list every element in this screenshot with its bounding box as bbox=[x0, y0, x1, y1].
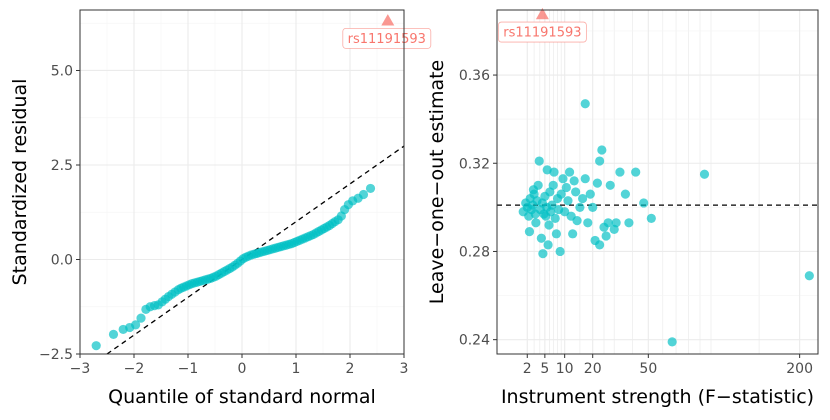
loo-point bbox=[572, 215, 582, 226]
loo-y-tick-label: 0.36 bbox=[459, 68, 490, 84]
loo-point bbox=[528, 185, 539, 195]
qq-annotation-label: rs11191593 bbox=[348, 32, 426, 47]
loo-point bbox=[639, 198, 649, 208]
loo-x-tick-label: 20 bbox=[584, 361, 602, 377]
loo-outlier-triangle bbox=[535, 7, 549, 20]
loo-point bbox=[605, 180, 615, 190]
loo-point bbox=[544, 220, 554, 230]
loo-point bbox=[578, 193, 588, 204]
loo-point bbox=[558, 174, 568, 184]
qq-point bbox=[136, 313, 146, 323]
qq-plot-annotations: rs11191593 bbox=[342, 27, 432, 49]
qq-point bbox=[108, 329, 119, 339]
qq-x-tick-label: −2 bbox=[124, 361, 145, 377]
loo-point bbox=[571, 187, 581, 197]
loo-point bbox=[580, 99, 590, 109]
loo-y-tick-label: 0.32 bbox=[459, 156, 490, 172]
qq-outlier-triangle bbox=[381, 14, 395, 26]
loo-x-tick-label: 200 bbox=[786, 361, 813, 377]
loo-point bbox=[561, 182, 571, 193]
loo-point bbox=[524, 227, 535, 237]
loo-x-tick-label: 5 bbox=[540, 361, 549, 377]
loo-point bbox=[583, 218, 593, 228]
qq-y-tick-label: 2.5 bbox=[51, 158, 73, 174]
loo-point bbox=[548, 180, 558, 190]
loo-point bbox=[595, 240, 605, 250]
loo-point bbox=[534, 156, 544, 166]
loo-annotation-label: rs11191593 bbox=[503, 26, 581, 41]
loo-point bbox=[580, 174, 590, 184]
loo-point bbox=[603, 218, 613, 228]
loo-point bbox=[699, 169, 710, 179]
loo-point bbox=[620, 189, 631, 199]
loo-point bbox=[624, 218, 634, 228]
qq-x-tick-label: −1 bbox=[178, 361, 199, 377]
qq-plot-y-axis-title: Standardized residual bbox=[9, 79, 31, 286]
qq-point bbox=[358, 189, 369, 200]
qq-y-tick-label: −2.5 bbox=[39, 347, 73, 363]
qq-plot-y-ticks: −2.5 0.0 2.5 5.0 bbox=[39, 63, 80, 363]
loo-point bbox=[538, 249, 548, 259]
loo-point bbox=[550, 213, 560, 223]
qq-x-tick-label: −3 bbox=[70, 361, 91, 377]
leave-one-out-points bbox=[518, 7, 814, 347]
qq-plot-x-ticks: −3 −2 −1 0 1 2 3 bbox=[70, 354, 409, 377]
loo-point bbox=[549, 167, 559, 177]
loo-point bbox=[597, 145, 607, 155]
loo-point bbox=[556, 189, 566, 199]
loo-x-tick-label: 50 bbox=[639, 361, 657, 377]
qq-y-tick-label: 5.0 bbox=[51, 63, 73, 79]
qq-plot-points bbox=[91, 14, 395, 351]
loo-point bbox=[631, 167, 641, 177]
loo-x-tick-label: 2 bbox=[523, 361, 532, 377]
qq-x-tick-label: 1 bbox=[292, 361, 301, 377]
loo-point bbox=[575, 202, 585, 212]
loo-point bbox=[555, 246, 565, 257]
qq-plot-panel: rs11191593 −3 −2 −1 0 1 2 3 −2.5 0.0 2.5 5.0 Quan… bbox=[9, 9, 432, 408]
loo-y-tick-label: 0.24 bbox=[459, 333, 490, 349]
loo-point bbox=[804, 271, 814, 281]
loo-point bbox=[588, 202, 598, 212]
loo-point bbox=[568, 229, 578, 239]
qq-x-tick-label: 3 bbox=[400, 361, 409, 377]
qq-point bbox=[91, 341, 101, 351]
loo-point bbox=[536, 233, 546, 243]
leave-one-out-y-axis-title: Leave−one−out estimate bbox=[426, 60, 448, 304]
loo-point bbox=[547, 200, 557, 210]
loo-point bbox=[563, 196, 573, 206]
qq-x-tick-label: 0 bbox=[238, 361, 247, 377]
loo-point bbox=[585, 189, 595, 199]
loo-x-tick-label: 10 bbox=[556, 361, 574, 377]
loo-point bbox=[531, 218, 541, 228]
loo-point bbox=[551, 229, 561, 239]
qq-annotation-box bbox=[342, 27, 432, 49]
leave-one-out-border bbox=[496, 9, 819, 355]
leave-one-out-annotations: rs11191593 bbox=[497, 21, 587, 43]
loo-point bbox=[560, 207, 570, 217]
leave-one-out-panel: rs11191593 2 5 10 20 50 200 0.240.280.320.36 … bbox=[426, 7, 819, 408]
loo-point bbox=[646, 213, 656, 223]
loo-annotation-box bbox=[497, 21, 587, 43]
qq-y-tick-label: 0.0 bbox=[51, 252, 73, 268]
loo-point bbox=[601, 231, 611, 241]
qq-point bbox=[365, 183, 376, 194]
loo-y-tick-label: 0.28 bbox=[459, 244, 490, 260]
loo-point bbox=[611, 218, 621, 228]
loo-point bbox=[543, 240, 553, 250]
qq-point bbox=[131, 320, 141, 330]
qq-plot-x-axis-title: Quantile of standard normal bbox=[108, 386, 376, 408]
leave-one-out-y-ticks: 0.24 0.28 0.32 0.36 bbox=[459, 68, 497, 349]
loo-point bbox=[667, 337, 677, 347]
qq-x-tick-label: 2 bbox=[346, 361, 355, 377]
loo-point bbox=[615, 167, 625, 177]
loo-point bbox=[564, 167, 575, 177]
loo-point bbox=[569, 176, 579, 186]
loo-point bbox=[595, 156, 605, 166]
loo-point bbox=[592, 178, 602, 188]
leave-one-out-x-ticks: 2 5 10 20 50 200 bbox=[523, 354, 813, 377]
leave-one-out-x-axis-title: Instrument strength (F−statistic) bbox=[501, 386, 814, 408]
